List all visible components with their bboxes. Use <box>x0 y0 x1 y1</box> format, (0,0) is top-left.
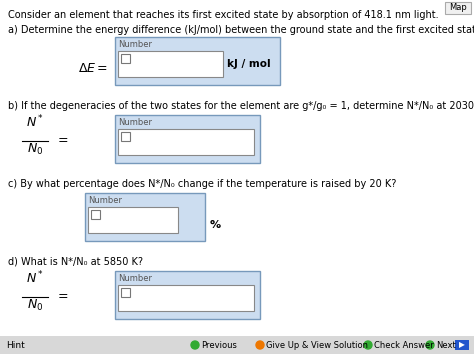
Bar <box>118 129 254 155</box>
Text: ▶: ▶ <box>459 341 465 349</box>
Text: $N^*$: $N^*$ <box>26 113 44 130</box>
Circle shape <box>191 341 199 349</box>
Text: c) By what percentage does N*/N₀ change if the temperature is raised by 20 K?: c) By what percentage does N*/N₀ change … <box>8 179 396 189</box>
Text: $N_0$: $N_0$ <box>27 142 43 157</box>
Text: Previous: Previous <box>201 341 237 349</box>
Text: Check Answer: Check Answer <box>374 341 434 349</box>
Bar <box>115 271 260 319</box>
Text: Number: Number <box>118 40 152 49</box>
Bar <box>88 207 178 233</box>
Bar <box>455 340 469 350</box>
Text: Number: Number <box>118 274 152 283</box>
Text: Number: Number <box>118 118 152 127</box>
Bar <box>0 336 474 354</box>
Text: $\Delta E=$: $\Delta E=$ <box>78 62 108 74</box>
Bar <box>115 115 260 163</box>
Text: %: % <box>210 220 221 230</box>
Text: $N^*$: $N^*$ <box>26 269 44 286</box>
Text: Next: Next <box>436 341 456 349</box>
Bar <box>115 37 280 85</box>
Text: kJ / mol: kJ / mol <box>227 59 271 69</box>
Text: Number: Number <box>88 196 122 205</box>
Bar <box>118 51 223 77</box>
Bar <box>121 288 130 297</box>
Circle shape <box>256 341 264 349</box>
Bar <box>445 2 471 14</box>
Text: Map: Map <box>449 4 467 12</box>
Bar <box>85 193 205 241</box>
Circle shape <box>364 341 372 349</box>
Text: b) If the degeneracies of the two states for the element are g*/g₀ = 1, determin: b) If the degeneracies of the two states… <box>8 101 474 111</box>
Text: $=$: $=$ <box>55 289 69 302</box>
Text: Hint: Hint <box>6 341 25 349</box>
Text: $N_0$: $N_0$ <box>27 298 43 313</box>
Text: a) Determine the energy difference (kJ/mol) between the ground state and the fir: a) Determine the energy difference (kJ/m… <box>8 25 474 35</box>
Circle shape <box>426 341 434 349</box>
Text: d) What is N*/N₀ at 5850 K?: d) What is N*/N₀ at 5850 K? <box>8 257 143 267</box>
Bar <box>118 285 254 311</box>
Text: Give Up & View Solution: Give Up & View Solution <box>266 341 368 349</box>
Text: Consider an element that reaches its first excited state by absorption of 418.1 : Consider an element that reaches its fir… <box>8 10 438 20</box>
Bar <box>121 132 130 141</box>
Text: $=$: $=$ <box>55 132 69 145</box>
Bar <box>121 54 130 63</box>
Bar <box>91 210 100 219</box>
